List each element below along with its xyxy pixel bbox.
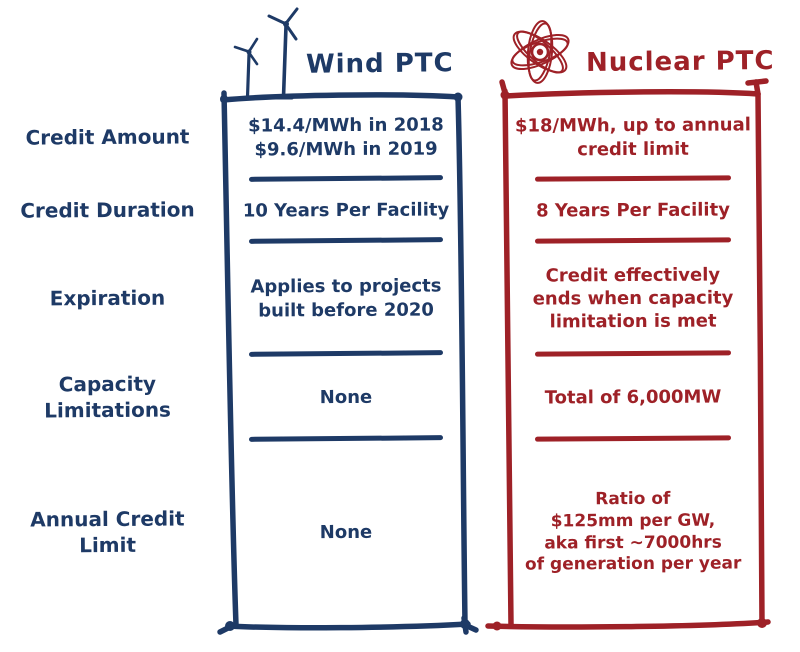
nuclear-capacity-limitations: Total of 6,000MW: [544, 386, 722, 409]
wind-expiration: Applies to projects built before 2020: [250, 275, 442, 321]
row-label-credit-amount: Credit Amount: [25, 124, 190, 150]
wind-turbines-icon: [233, 7, 299, 100]
row-labels-column: Credit Amount Credit Duration Expiration…: [0, 95, 215, 625]
wind-annual-credit-limit: None: [319, 521, 373, 544]
nuclear-credit-amount: $18/MWh, up to annual credit limit: [514, 114, 751, 160]
nuclear-column-title: Nuclear PTC: [585, 46, 775, 78]
row-label-expiration: Expiration: [49, 285, 166, 311]
wind-column-title: Wind PTC: [305, 48, 454, 80]
nuclear-column: $18/MWh, up to annual credit limit 8 Yea…: [508, 95, 758, 625]
nuclear-expiration: Credit effectively ends when capacity li…: [532, 264, 734, 333]
wind-column: $14.4/MWh in 2018 $9.6/MWh in 2019 10 Ye…: [230, 95, 462, 625]
row-label-capacity-limitations: Capacity Limitations: [44, 371, 171, 422]
atom-icon: [510, 20, 570, 84]
wind-capacity-limitations: None: [319, 386, 373, 409]
wind-credit-duration: 10 Years Per Facility: [242, 199, 450, 223]
wind-column-border: [217, 90, 479, 635]
row-label-annual-credit-limit: Annual Credit Limit: [30, 506, 185, 557]
nuclear-column-border: [485, 78, 771, 631]
wind-credit-amount: $14.4/MWh in 2018 $9.6/MWh in 2019: [248, 114, 444, 160]
row-label-credit-duration: Credit Duration: [20, 197, 195, 223]
nuclear-annual-credit-limit: Ratio of $125mm per GW, aka first ~7000h…: [524, 488, 742, 575]
nuclear-credit-duration: 8 Years Per Facility: [536, 199, 730, 222]
